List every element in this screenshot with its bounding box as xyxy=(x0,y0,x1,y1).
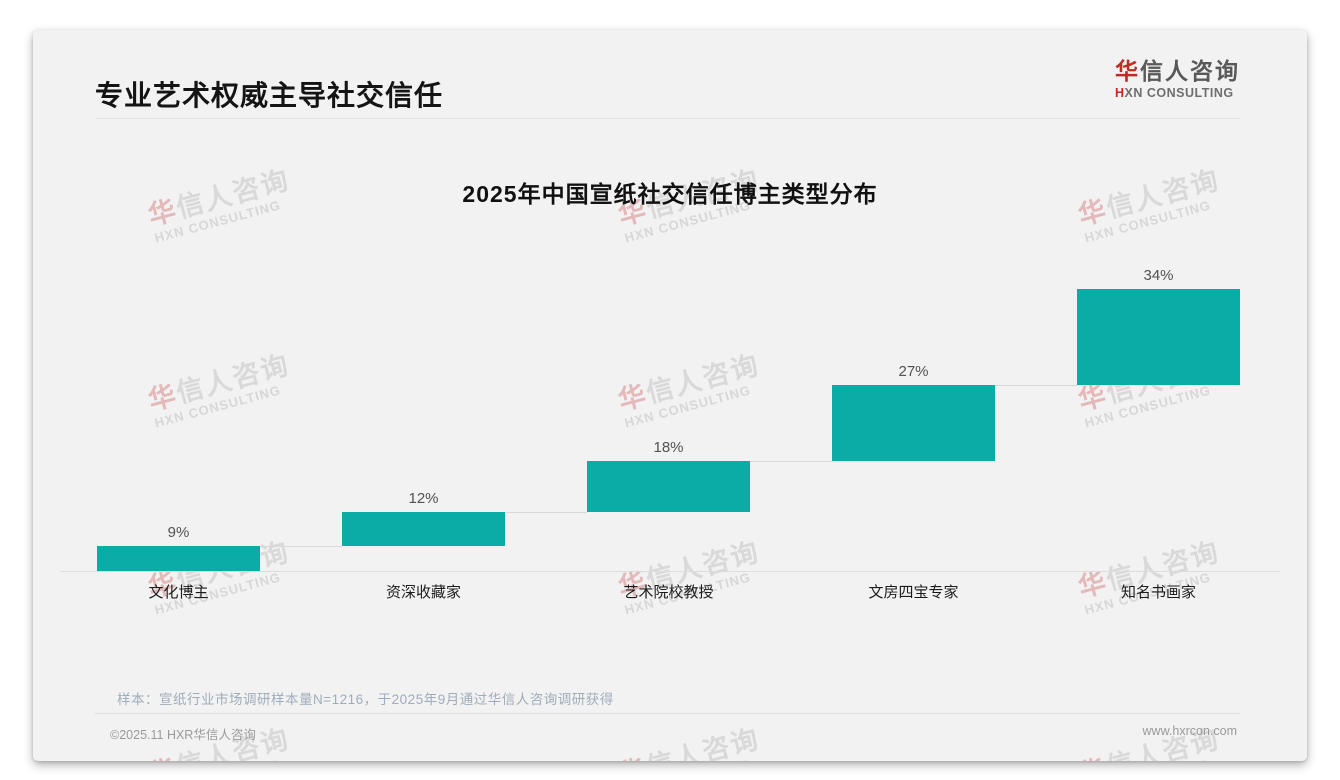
category-label: 文化博主 xyxy=(148,584,209,601)
value-label: 27% xyxy=(898,362,929,380)
connector-line xyxy=(260,545,342,547)
category-label: 知名书画家 xyxy=(1120,584,1196,601)
bar-文房四宝专家 xyxy=(832,384,995,461)
connector-line xyxy=(505,511,587,513)
page-title: 专业艺术权威主导社交信任 xyxy=(95,80,444,111)
bar-文化博主 xyxy=(97,545,260,571)
value-label: 12% xyxy=(408,489,439,507)
value-label: 18% xyxy=(653,439,684,457)
connector-line xyxy=(995,384,1077,386)
brand-logo-zh-rest: 信人咨询 xyxy=(1140,58,1240,84)
brand-logo-en-accent: H xyxy=(1115,85,1125,100)
brand-logo-en-rest: XN CONSULTING xyxy=(1124,85,1234,100)
waterfall-chart: 9% 文化博主 12% 资深收藏家 18% 艺术院校教授 27% 文房四宝专家 34% 知名书画家 xyxy=(33,30,1307,761)
sample-note: 样本：宣纸行业市场调研样本量N=1216，于2025年9月通过华信人咨询调研获得 xyxy=(117,692,614,707)
chart-title: 2025年中国宣纸社交信任博主类型分布 xyxy=(462,181,878,207)
brand-logo-zh: 华信人咨询 xyxy=(1115,58,1240,86)
bar-艺术院校教授 xyxy=(587,461,750,512)
brand-logo: 华信人咨询 HXN CONSULTING xyxy=(1115,58,1240,101)
header-divider xyxy=(95,118,1240,119)
category-label: 艺术院校教授 xyxy=(623,584,714,601)
brand-logo-zh-accent: 华 xyxy=(1115,58,1140,84)
bar-资深收藏家 xyxy=(342,511,505,546)
category-label: 文房四宝专家 xyxy=(868,584,959,601)
bar-知名书画家 xyxy=(1077,289,1240,385)
footer-website: www.hxrcon.com xyxy=(1142,724,1237,738)
x-axis-line xyxy=(60,571,1280,572)
brand-logo-en: HXN CONSULTING xyxy=(1115,86,1240,101)
report-card: 华信人咨询 HXN CONSULTING 华信人咨询 HXN CONSULTING 华信… xyxy=(33,30,1307,761)
category-label: 资深收藏家 xyxy=(385,584,461,601)
footer-divider xyxy=(95,713,1240,714)
footer-copyright: ©2025.11 HXR华信人咨询 xyxy=(110,728,256,742)
value-label: 34% xyxy=(1143,267,1174,284)
value-label: 9% xyxy=(167,523,190,541)
connector-line xyxy=(750,461,832,463)
